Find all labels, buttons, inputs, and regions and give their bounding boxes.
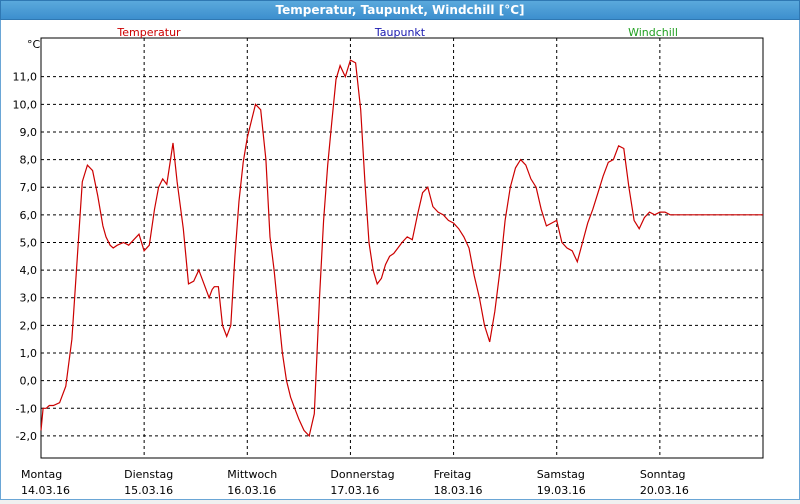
x-tick-date: 14.03.16 [21,484,70,497]
y-tick-label: 6,0 [20,209,38,222]
x-tick-day: Montag [21,468,62,481]
x-tick-date: 19.03.16 [537,484,586,497]
x-tick-date: 17.03.16 [330,484,379,497]
grid-lines [41,38,763,458]
legend-temperatur: Temperatur [116,26,181,39]
x-tick-day: Freitag [434,468,472,481]
x-tick-day: Sonntag [640,468,686,481]
window-title: Temperatur, Taupunkt, Windchill [°C] [0,0,800,20]
y-tick-label: 3,0 [20,292,38,305]
plot-area [40,37,764,459]
x-tick-day: Mittwoch [227,468,277,481]
y-tick-label: -1,0 [16,402,37,415]
y-tick-label: 2,0 [20,319,38,332]
series-line-temperatur [40,59,763,438]
legend-taupunkt: Taupunkt [374,26,426,39]
x-tick-date: 15.03.16 [124,484,173,497]
legend-windchill: Windchill [628,26,678,39]
chart-svg: -2,0 -1,0 0,0 1,0 2,0 3,0 4,0 5,0 6,0 7,0 8,0 9,0 10… [13,26,764,497]
y-tick-label: 5,0 [20,236,38,249]
x-tick-day: Donnerstag [330,468,394,481]
y-tick-label: -2,0 [16,430,37,443]
chart-frame: -2,0 -1,0 0,0 1,0 2,0 3,0 4,0 5,0 6,0 7,0 8,0 9,0 10… [0,20,800,500]
y-tick-label: 4,0 [20,264,38,277]
x-tick-date: 16.03.16 [227,484,276,497]
x-tick-date: 18.03.16 [434,484,483,497]
y-tick-label: 0,0 [20,375,38,388]
y-tick-label: 8,0 [20,154,38,167]
y-axis-ticks: -2,0 -1,0 0,0 1,0 2,0 3,0 4,0 5,0 6,0 7,0 8,0 9,0 10… [13,71,38,443]
x-axis-ticks: Montag 14.03.16 Dienstag 15.03.16 Mittwoch 16… [21,468,689,497]
y-tick-label: 9,0 [20,126,38,139]
y-tick-label: 11,0 [13,71,38,84]
x-tick-day: Samstag [537,468,585,481]
y-tick-label: 7,0 [20,181,38,194]
y-unit-label: °C [27,38,41,51]
y-tick-label: 1,0 [20,347,38,360]
x-tick-date: 20.03.16 [640,484,689,497]
y-tick-label: 10,0 [13,98,38,111]
series-group [40,59,763,438]
x-tick-day: Dienstag [124,468,173,481]
